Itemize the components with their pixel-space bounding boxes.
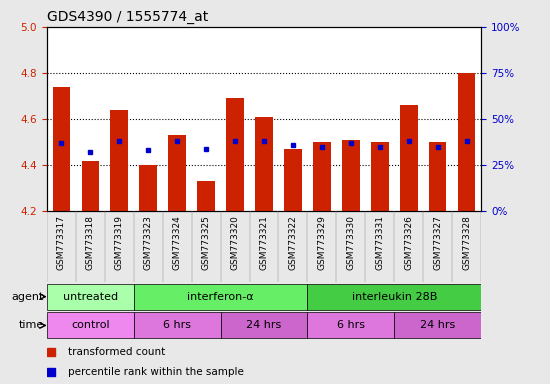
Text: agent: agent xyxy=(12,291,44,302)
Bar xyxy=(134,313,221,338)
Text: GSM773319: GSM773319 xyxy=(114,215,124,270)
Text: percentile rank within the sample: percentile rank within the sample xyxy=(68,367,244,377)
Text: GSM773331: GSM773331 xyxy=(375,215,384,270)
Bar xyxy=(111,110,128,211)
Text: GSM773328: GSM773328 xyxy=(462,215,471,270)
Text: GSM773327: GSM773327 xyxy=(433,215,442,270)
Text: GSM773330: GSM773330 xyxy=(346,215,355,270)
Bar xyxy=(400,105,417,211)
Text: 24 hrs: 24 hrs xyxy=(246,320,282,331)
Bar xyxy=(47,284,134,310)
Bar xyxy=(371,142,388,211)
Bar xyxy=(394,313,481,338)
Bar xyxy=(307,313,394,338)
Text: GSM773323: GSM773323 xyxy=(144,215,153,270)
Text: transformed count: transformed count xyxy=(68,347,166,357)
Text: interleukin 28B: interleukin 28B xyxy=(351,291,437,302)
Text: GSM773322: GSM773322 xyxy=(288,215,298,270)
Text: time: time xyxy=(19,320,44,331)
Text: GDS4390 / 1555774_at: GDS4390 / 1555774_at xyxy=(47,10,208,25)
Bar xyxy=(134,284,307,310)
Bar xyxy=(429,142,447,211)
Bar xyxy=(314,142,331,211)
Text: interferon-α: interferon-α xyxy=(187,291,254,302)
Text: control: control xyxy=(71,320,109,331)
Bar xyxy=(221,313,307,338)
Text: GSM773318: GSM773318 xyxy=(86,215,95,270)
Text: 24 hrs: 24 hrs xyxy=(420,320,455,331)
Bar xyxy=(307,284,481,310)
Text: 6 hrs: 6 hrs xyxy=(163,320,191,331)
Bar xyxy=(47,313,134,338)
Bar xyxy=(140,165,157,211)
Bar xyxy=(227,98,244,211)
Text: GSM773329: GSM773329 xyxy=(317,215,327,270)
Text: GSM773326: GSM773326 xyxy=(404,215,414,270)
Text: GSM773325: GSM773325 xyxy=(201,215,211,270)
Bar xyxy=(81,161,99,211)
Bar xyxy=(53,87,70,211)
Text: GSM773320: GSM773320 xyxy=(230,215,240,270)
Text: GSM773317: GSM773317 xyxy=(57,215,66,270)
Bar xyxy=(255,117,273,211)
Text: untreated: untreated xyxy=(63,291,118,302)
Bar xyxy=(458,73,475,211)
Text: 6 hrs: 6 hrs xyxy=(337,320,365,331)
Text: GSM773324: GSM773324 xyxy=(173,215,182,270)
Text: GSM773321: GSM773321 xyxy=(260,215,268,270)
Bar xyxy=(342,140,360,211)
Bar xyxy=(197,181,214,211)
Bar xyxy=(168,135,186,211)
Bar xyxy=(284,149,301,211)
